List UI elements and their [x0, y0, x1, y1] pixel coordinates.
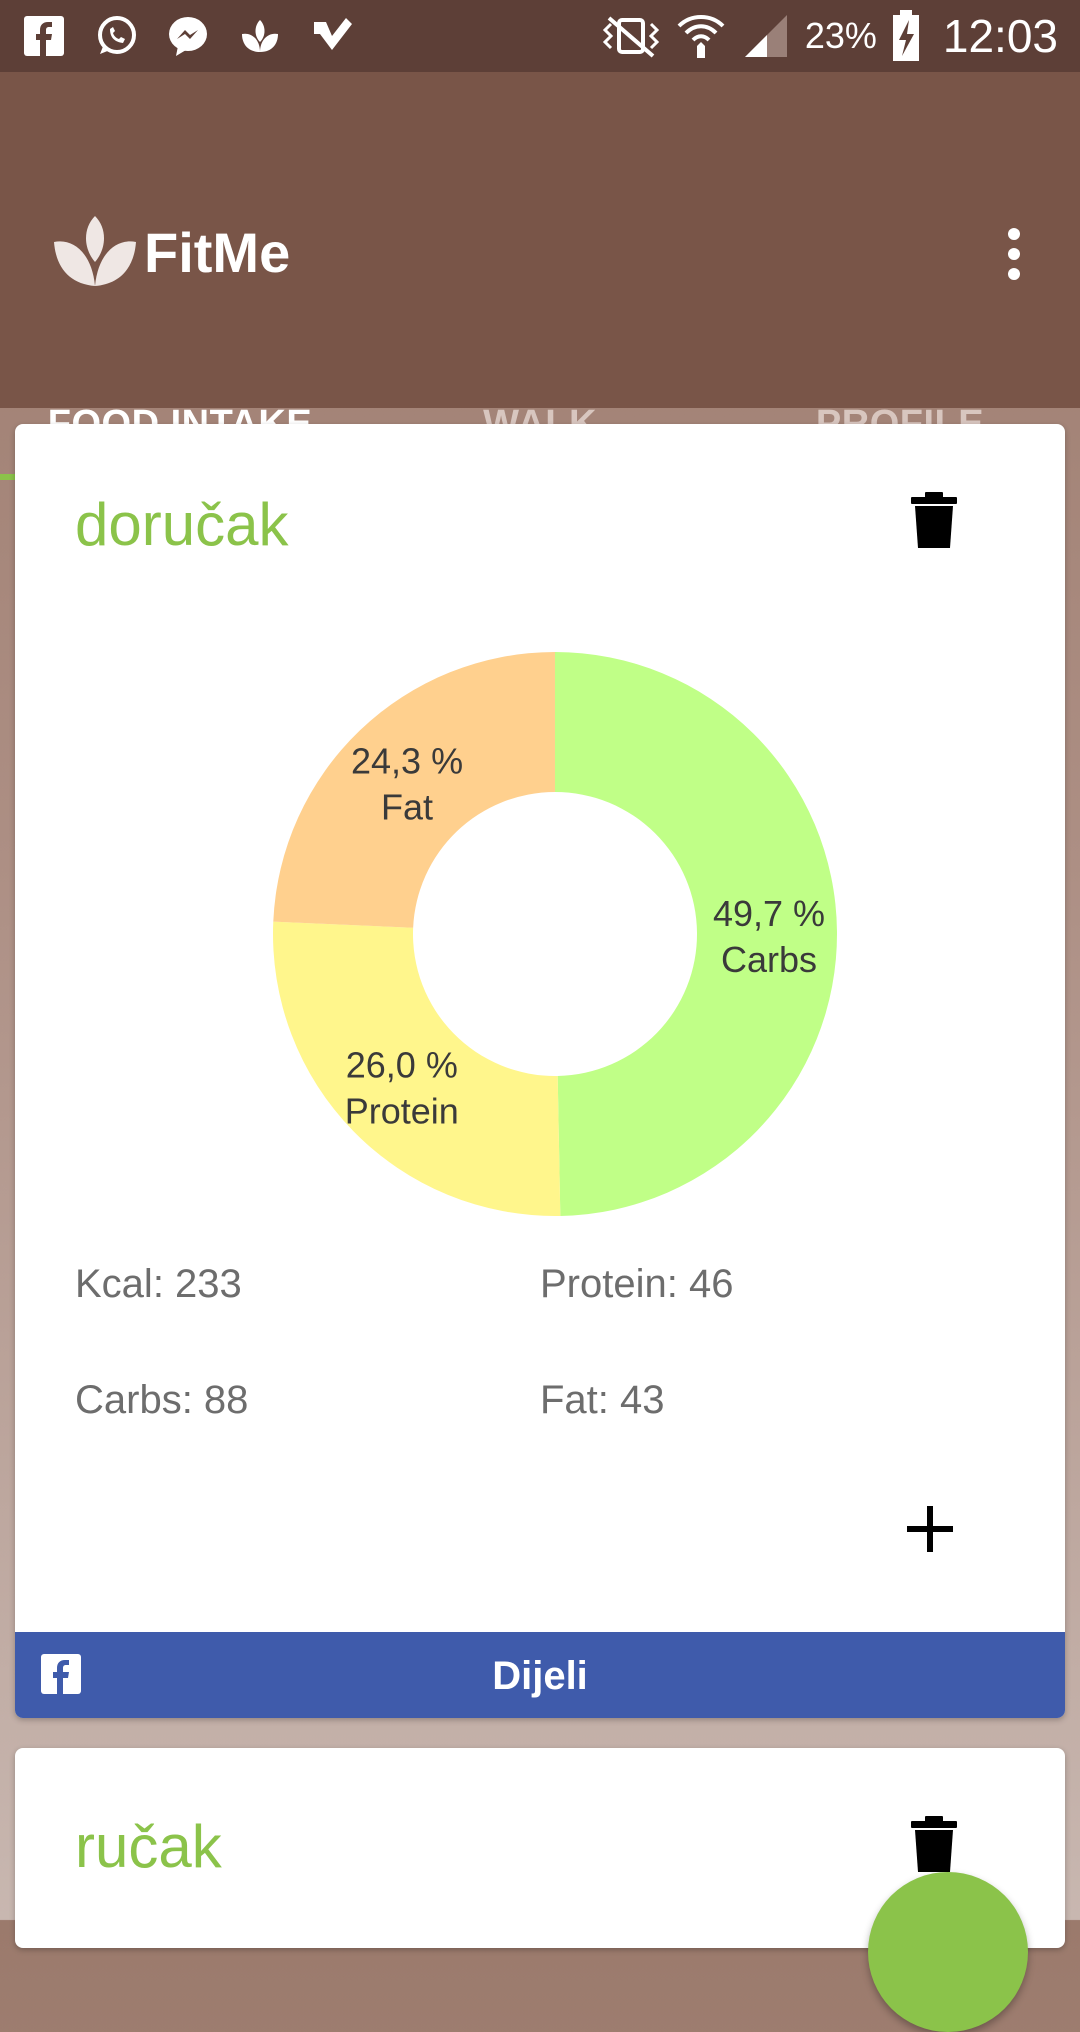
slice-label-protein: 26,0 % Protein: [345, 1044, 459, 1131]
slice-label-fat: 24,3 % Fat: [351, 740, 463, 827]
app-title: FitMe: [144, 221, 291, 284]
battery-charging-icon: [892, 10, 919, 61]
battery-percent: 23%: [804, 15, 877, 56]
facebook-icon: [41, 1654, 81, 1694]
protein-value: Protein: 46: [540, 1262, 734, 1306]
meal-title: ručak: [75, 1813, 222, 1880]
kcal-value: Kcal: 233: [75, 1262, 242, 1306]
slice-carbs: [555, 652, 837, 1216]
vibrate-icon: [602, 16, 659, 58]
floating-action-button[interactable]: [868, 1872, 1028, 2032]
clock: 12:03: [942, 10, 1058, 62]
meal-card: doručak 49,7 % Carbs 26,0 % Protein 24,3 % Fa…: [15, 424, 1065, 1718]
wifi-icon: [677, 15, 725, 58]
check-app-icon: [314, 18, 352, 50]
more-vert-icon[interactable]: [994, 224, 1034, 284]
slice-protein: [273, 921, 561, 1216]
app-bar: FitMe FOOD INTAKE WALK PROFILE: [0, 72, 1080, 480]
signal-icon: [744, 15, 787, 57]
slice-fat: [273, 652, 555, 928]
whatsapp-icon: [98, 16, 136, 54]
carbs-value: Carbs: 88: [75, 1378, 249, 1422]
lotus-leaf-icon: [54, 216, 136, 286]
fitme-icon: [242, 20, 278, 52]
status-bar: 23% 12:03: [0, 0, 1080, 72]
add-food-button[interactable]: [905, 1504, 955, 1554]
share-label: Dijeli: [492, 1654, 588, 1698]
macro-donut-chart: 49,7 % Carbs 26,0 % Protein 24,3 % Fat: [273, 652, 837, 1216]
trash-icon[interactable]: [911, 1816, 957, 1872]
share-button[interactable]: Dijeli: [15, 1632, 1065, 1718]
fat-value: Fat: 43: [540, 1378, 665, 1422]
trash-icon[interactable]: [911, 492, 957, 548]
messenger-icon: [169, 17, 207, 56]
slice-label-carbs: 49,7 % Carbs: [713, 893, 825, 980]
meal-title: doručak: [75, 491, 289, 558]
facebook-icon: [24, 16, 64, 56]
